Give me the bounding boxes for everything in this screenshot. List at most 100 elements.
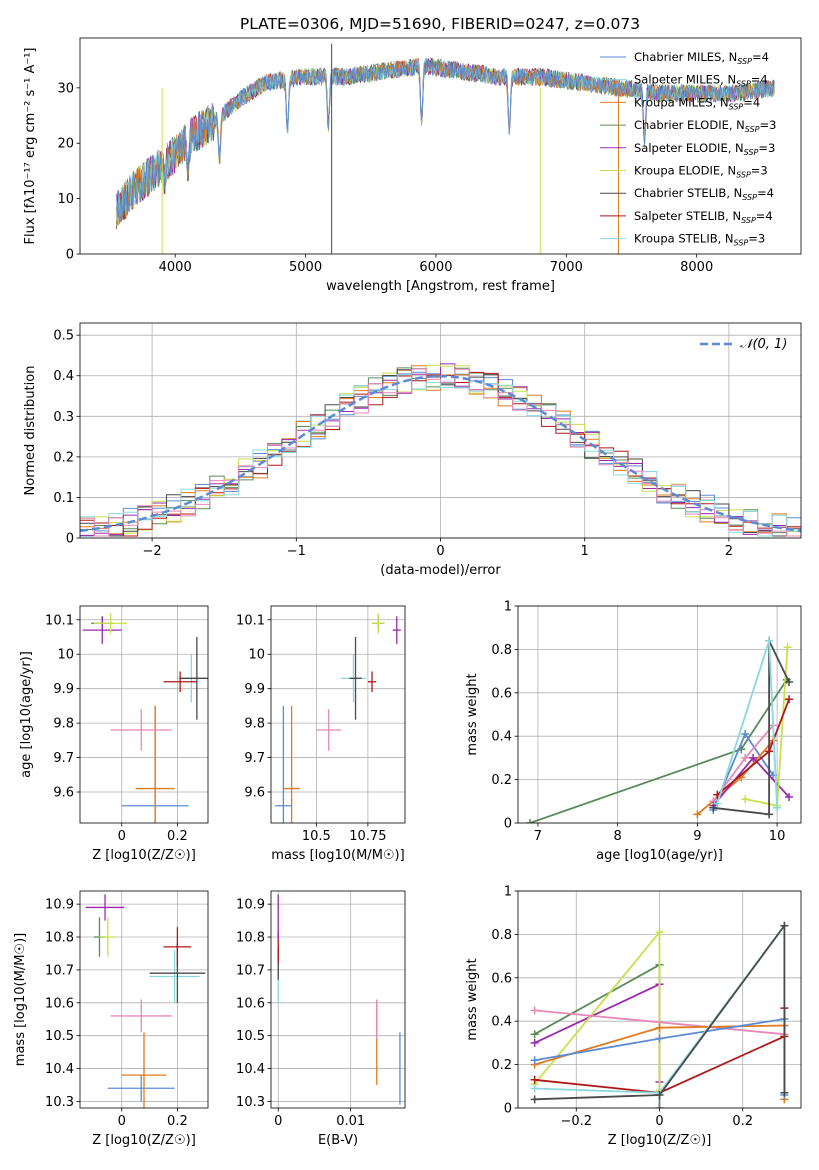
- axes-frame: [79, 37, 802, 255]
- weight-marker: [780, 1088, 789, 1097]
- y-tick-label: 10.9: [45, 898, 74, 913]
- legend-label: Kroupa STELIB, NSSP=3: [634, 232, 765, 248]
- plot-area: [116, 43, 775, 254]
- legend-value: =4: [756, 209, 773, 223]
- x-tick-label: 5000: [289, 260, 322, 275]
- errorbar-point: [316, 709, 342, 751]
- weight-marker: [530, 1030, 539, 1039]
- y-tick-label: 30: [57, 81, 74, 96]
- errorbar-point: [275, 705, 292, 823]
- weight-marker: [785, 792, 794, 801]
- x-axis-label: mass [log10(M/M☉)]: [271, 848, 404, 863]
- y-tick-label: 0.2: [491, 1058, 512, 1073]
- x-tick-label: 10.5: [302, 829, 331, 844]
- errorbar-point: [93, 612, 128, 634]
- y-tick-label: 0.2: [491, 773, 512, 788]
- errorbar-point: [110, 999, 172, 1033]
- x-tick-label: 0.2: [167, 829, 188, 844]
- spectrum-legend: Chabrier MILES, NSSP=4 Salpeter MILES, NS…: [600, 50, 776, 248]
- plot-area: [530, 921, 789, 1108]
- weight-marker: [655, 1023, 664, 1032]
- weight-marker: [773, 803, 782, 812]
- axes-frame: [517, 605, 802, 824]
- errorbar-point: [349, 637, 362, 720]
- y-tick-label: 10: [57, 192, 74, 207]
- y-tick-label: 0.4: [53, 369, 74, 384]
- axes-decor: 10.5 10.75 9.6 9.7 9.8 9.9 10 10.1 mass [log10(M…: [236, 605, 406, 863]
- y-tick-label: 0: [66, 532, 74, 547]
- y-tick-label: 0.6: [491, 971, 512, 986]
- weight-marker: [749, 753, 758, 762]
- y-tick-label: 9.8: [53, 717, 74, 732]
- axes-residuals: −2 −1 0 1 2 0 0.1 0.2 0.3 0.4 0.5 (data-model)/erro…: [23, 322, 802, 578]
- y-tick-label: 10.7: [236, 963, 265, 978]
- axes-decor: −2 −1 0 1 2 0 0.1 0.2 0.3 0.4 0.5 (data-model)/erro…: [23, 322, 802, 578]
- figure-title: PLATE=0306, MJD=51690, FIBERID=0247, z=0…: [240, 15, 640, 33]
- x-tick-label: 0.2: [732, 1114, 753, 1129]
- y-tick-label: 20: [57, 137, 74, 152]
- plot-area: [275, 612, 401, 823]
- legend-value: =4: [743, 95, 760, 109]
- legend-label: Salpeter ELODIE, NSSP=3: [634, 141, 775, 157]
- weight-marker: [655, 1104, 664, 1108]
- weight-marker: [655, 928, 664, 937]
- axes-decor: 0 0.01 10.3 10.4 10.5 10.6 10.7 10.8 10.9 E(B-V): [236, 890, 406, 1148]
- y-tick-label: 10.3: [236, 1095, 265, 1110]
- legend-value: =4: [752, 50, 769, 64]
- x-tick-label: 0: [436, 544, 444, 559]
- y-tick-label: 1: [504, 885, 512, 900]
- errorbar-point: [392, 616, 401, 644]
- axes-age-vs-Z: 0 0.2 9.6 9.7 9.8 9.9 10 10.1 Z [log10(Z/Z☉)] age…: [19, 605, 209, 863]
- errorbar-point: [107, 1075, 175, 1102]
- legend-value: =3: [751, 164, 768, 178]
- x-tick-label: 7000: [550, 260, 583, 275]
- axes-mass-vs-Z: 0 0.2 10.3 10.4 10.5 10.6 10.7 10.8 10.9 Z [log10…: [13, 890, 209, 1148]
- legend-label: Salpeter STELIB, NSSP=4: [634, 209, 773, 225]
- y-axis-label: mass weight: [465, 673, 480, 755]
- x-tick-label: 10: [769, 829, 786, 844]
- x-axis-label: Z [log10(Z/Z☉)]: [92, 848, 196, 863]
- y-axis-label: Normed distribution: [23, 366, 38, 496]
- weight-marker: [655, 1034, 664, 1043]
- legend-label: Salpeter MILES, NSSP=4: [634, 73, 768, 89]
- legend-subscript: SSP: [734, 239, 749, 248]
- axes-frame: [270, 605, 406, 824]
- axes-decor: 7 8 9 10 0 0.2 0.4 0.6 0.8 1 age [log10(age/yr)] ma…: [465, 600, 802, 863]
- weight-marker: [741, 753, 750, 762]
- y-tick-label: 10.1: [236, 613, 265, 628]
- weight-line: [534, 922, 786, 1101]
- x-axis-label: wavelength [Angstrom, rest frame]: [326, 279, 555, 294]
- weight-line: [529, 679, 788, 823]
- y-tick-label: 10.9: [236, 898, 265, 913]
- legend-subscript: SSP: [736, 171, 751, 180]
- y-axis-label: mass weight: [465, 958, 480, 1040]
- axes-spectrum: 4000 5000 6000 7000 8000 0 10 20 30 wavelength [A…: [23, 37, 802, 294]
- y-tick-label: 10.8: [45, 931, 74, 946]
- spectrum-line: [116, 58, 775, 223]
- weight-marker: [530, 1056, 539, 1065]
- y-tick-label: 10.7: [45, 963, 74, 978]
- y-tick-label: 10.3: [45, 1095, 74, 1110]
- legend-value: =3: [758, 141, 775, 155]
- x-tick-label: 8000: [680, 260, 713, 275]
- y-tick-label: 0: [504, 817, 512, 832]
- axes-massweight-vs-Z: −0.2 0 0.2 0 0.2 0.4 0.6 0.8 1 Z [log10(Z/Z☉)] mas…: [465, 885, 802, 1148]
- y-tick-label: 10: [57, 648, 74, 663]
- errorbar-point: [135, 705, 175, 823]
- y-tick-label: 0.2: [53, 450, 74, 465]
- weight-marker: [655, 1090, 664, 1099]
- y-tick-label: 10.6: [45, 996, 74, 1011]
- errorbar-point: [367, 671, 377, 693]
- legend-value: =4: [751, 73, 768, 87]
- weight-marker: [525, 819, 534, 823]
- weight-marker: [741, 730, 750, 739]
- weight-marker: [780, 921, 789, 930]
- y-tick-label: 9.7: [53, 751, 74, 766]
- legend-subscript: SSP: [744, 148, 759, 157]
- x-tick-label: 4000: [159, 260, 192, 275]
- errorbar-point: [82, 616, 122, 644]
- weight-line: [534, 1009, 785, 1036]
- legend-label: Kroupa ELODIE, NSSP=3: [634, 164, 768, 180]
- weight-marker: [785, 677, 794, 686]
